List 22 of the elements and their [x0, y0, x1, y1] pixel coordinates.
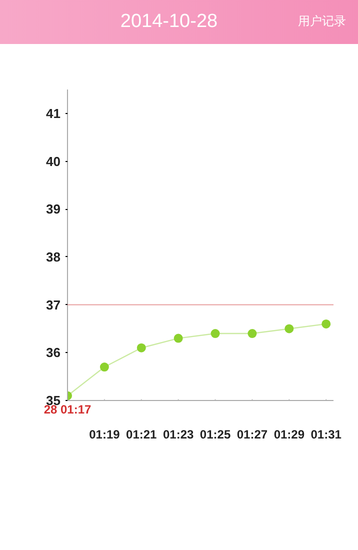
x-tick-label: 01:27 — [236, 428, 268, 442]
y-tick-label: 41 — [46, 106, 61, 121]
chart-title: 2014-10-28 — [119, 10, 219, 34]
point — [174, 334, 183, 343]
y-tick-label: 36 — [46, 345, 61, 360]
point — [322, 319, 331, 328]
point — [100, 362, 109, 372]
x-tick-label: 01:23 — [162, 428, 194, 442]
x-tick-label: 01:25 — [200, 428, 231, 442]
point — [248, 329, 257, 338]
x-tick-label: 01:29 — [274, 428, 305, 442]
x-tick-label: 01:19 — [89, 428, 120, 442]
y-tick-label: 40 — [46, 154, 61, 169]
text: 用户记录 — [298, 13, 347, 30]
x-tick-label: 01:21 — [126, 428, 158, 442]
point — [284, 324, 294, 334]
point — [210, 329, 220, 338]
y-tick-label: 38 — [46, 249, 61, 264]
x-tick-label: 01:31 — [310, 428, 342, 442]
y-tick-label: 39 — [46, 202, 61, 217]
point — [136, 343, 146, 352]
y-tick-label: 37 — [46, 297, 61, 312]
